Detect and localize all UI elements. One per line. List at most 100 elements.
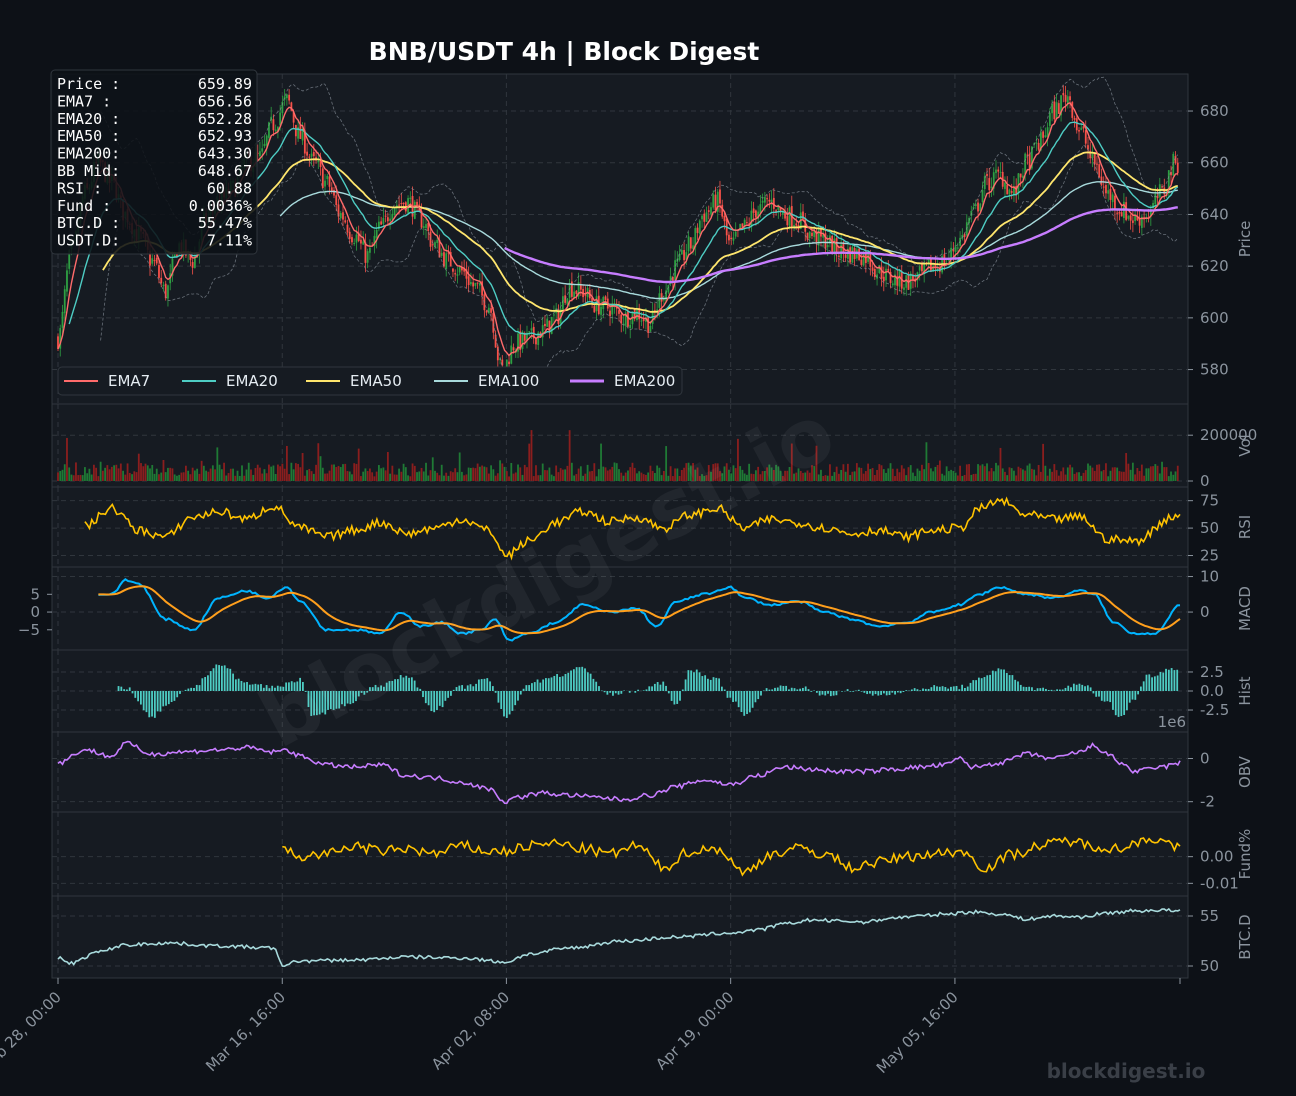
candle-body [997,169,1000,172]
hist-bar [771,689,774,691]
candle-body [698,220,701,234]
volume-bar [167,467,169,481]
volume-bar [638,471,641,481]
volume-bar [1078,472,1080,481]
volume-bar [611,466,614,481]
volume-bar [162,459,165,481]
volume-bar [483,466,486,481]
volume-bar [725,463,728,481]
volume-bar [553,476,555,481]
volume-bar [622,475,625,481]
hist-bar [260,684,262,691]
hist-bar [1165,668,1167,691]
volume-bar [1111,467,1114,481]
hist-bar [466,685,469,691]
volume-bar [440,464,443,481]
candle-body [968,218,970,224]
candle-body [1028,153,1031,171]
candle-body [860,259,863,265]
hist-bar [531,683,533,691]
macd-left-tick-label: 5 [30,585,40,603]
candle-body [1066,96,1069,105]
volume-bar [1114,467,1116,481]
hist-bar [609,691,612,693]
candle-body [766,198,769,200]
hist-bar [829,691,832,697]
volume-bar [270,466,273,481]
volume-bar [654,473,656,481]
volume-bar [126,463,129,481]
volume-bar [110,466,113,481]
volume-bar [1080,475,1083,481]
candle-body [1080,127,1083,130]
candle-body [992,172,995,189]
candle-body [880,266,883,279]
hist-bar [173,691,176,701]
hist-bar [310,691,313,716]
volume-bar [947,471,950,481]
candle-body [494,334,497,348]
volume-bar [862,473,865,481]
candle-body [779,207,782,213]
hist-bar [475,683,477,691]
volume-bar [584,473,587,481]
volume-bar [135,472,138,481]
candle-body [1152,203,1154,209]
hist-bar [748,691,751,713]
hist-bar [1117,691,1120,717]
candle-body [1100,176,1103,186]
hist-bar [179,691,181,694]
candle-body [979,203,982,212]
info-label: BTC.D : [57,214,120,232]
volume-bar [869,469,872,481]
volume-bar [651,470,654,481]
volume-bar [535,465,537,481]
rsi-ytick-label: 25 [1200,547,1219,565]
hist-ytick-label: 0.0 [1200,682,1224,700]
candle-body [584,294,587,296]
hist-bar [905,690,908,691]
volume-bar [420,467,423,481]
volume-bar [730,473,733,481]
hist-bar [922,688,924,691]
candle-body [1024,153,1027,175]
obv-ytick-label: 0 [1200,750,1210,768]
volume-bar [658,467,661,481]
hist-bar [1092,691,1095,694]
candle-body [337,204,340,217]
candle-body [714,194,717,211]
candle-body [763,197,766,203]
volume-bar [115,464,118,481]
volume-bar [703,475,706,481]
hist-bar [933,685,936,691]
candle-body [1084,130,1087,144]
volume-bar [182,472,185,481]
hist-bar [869,691,871,694]
volume-bar [369,468,371,481]
candle-body [831,235,834,255]
obv-panel-bg [51,731,1189,813]
info-label: RSI : [57,179,102,197]
volume-bar [1109,470,1112,481]
candle-body [721,204,724,217]
hist-bar [841,691,843,692]
volume-bar [629,467,632,481]
volume-bar [467,467,470,481]
hist-bar [450,691,452,696]
price-ytick-label: 680 [1200,102,1229,120]
candle-body [1051,103,1053,114]
volume-bar [1158,473,1161,481]
volume-bar [321,467,324,481]
hist-bar [327,691,329,710]
candle-body [1161,186,1163,188]
volume-bar [1084,470,1087,481]
hist-bar [419,688,422,691]
volume-bar [218,464,221,481]
candle-body [272,119,275,131]
candle-body [481,281,484,296]
volume-bar [492,469,495,481]
candle-body [303,130,306,154]
candle-body [375,229,378,239]
hist-bar [701,676,704,691]
hist-bar [665,685,667,691]
